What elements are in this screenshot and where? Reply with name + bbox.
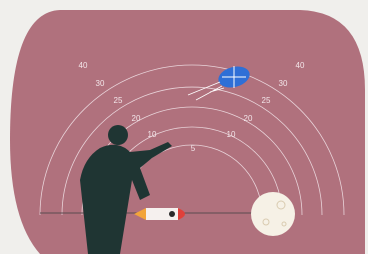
distance-label: 40 xyxy=(296,61,305,70)
distance-label: 25 xyxy=(262,96,271,105)
illustration: 40 30 25 20 10 5 40 30 25 20 10 xyxy=(0,0,368,254)
distance-label: 5 xyxy=(191,144,196,153)
distance-label: 40 xyxy=(79,61,88,70)
distance-label: 30 xyxy=(96,79,105,88)
distance-label: 20 xyxy=(132,114,141,123)
backdrop-blob xyxy=(10,10,365,254)
distance-label: 30 xyxy=(279,79,288,88)
distance-label: 25 xyxy=(114,96,123,105)
distance-label: 10 xyxy=(148,130,157,139)
distance-label: 20 xyxy=(244,114,253,123)
distance-label: 10 xyxy=(227,130,236,139)
moon xyxy=(251,192,295,236)
